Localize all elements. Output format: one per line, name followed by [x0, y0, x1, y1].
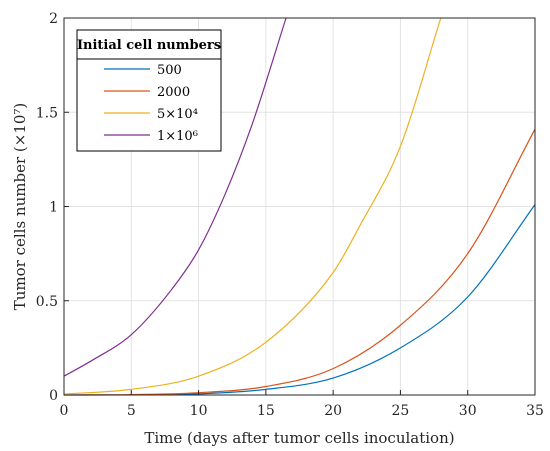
y-tick-label: 1.5	[36, 105, 58, 121]
series-line-2	[63, 128, 536, 396]
y-tick-label: 2	[49, 11, 58, 27]
y-tick-label: 0.5	[36, 294, 58, 310]
legend-label-1: 500	[157, 63, 182, 78]
y-tick-label: 0	[49, 388, 58, 404]
series-line-4	[63, 17, 287, 377]
x-tick-label: 20	[324, 403, 342, 419]
x-tick-label: 25	[392, 403, 410, 419]
y-axis-label: Tumor cells number (×10⁷)	[11, 103, 29, 311]
legend-label-4: 1×10⁶	[157, 129, 198, 144]
axis-ticks: 0 5 10 15 20 25 30 35 0 0.5 1 1.5 2	[36, 11, 544, 419]
x-tick-label: 5	[127, 403, 136, 419]
x-tick-label: 0	[60, 403, 69, 419]
legend: Initial cell numbers 500 2000 5×10⁴ 1×10⁶	[76, 29, 222, 152]
legend-label-2: 2000	[157, 85, 190, 100]
x-tick-label: 10	[190, 403, 208, 419]
x-axis-label: Time (days after tumor cells inoculation…	[144, 429, 454, 447]
x-tick-label: 35	[526, 403, 544, 419]
legend-title: Initial cell numbers	[77, 38, 221, 53]
y-tick-label: 1	[49, 200, 58, 216]
series-line-3	[63, 17, 442, 395]
x-tick-label: 15	[257, 403, 275, 419]
legend-label-3: 5×10⁴	[157, 107, 198, 122]
x-tick-label: 30	[459, 403, 477, 419]
